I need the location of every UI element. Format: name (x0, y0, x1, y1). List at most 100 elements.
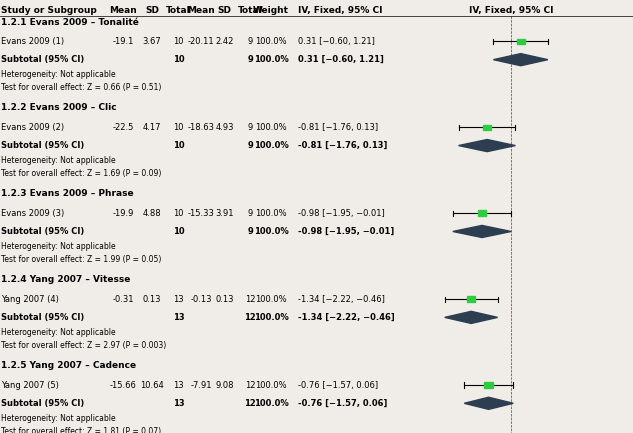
Text: -7.91: -7.91 (191, 381, 212, 390)
Text: Study or Subgroup: Study or Subgroup (1, 6, 97, 15)
Text: Total: Total (166, 6, 191, 15)
Text: Heterogeneity: Not applicable: Heterogeneity: Not applicable (1, 70, 116, 79)
Text: 0.31 [−0.60, 1.21]: 0.31 [−0.60, 1.21] (298, 55, 384, 64)
Text: 9: 9 (247, 141, 253, 150)
Text: 1.2.5 Yang 2007 – Cadence: 1.2.5 Yang 2007 – Cadence (1, 361, 136, 370)
Text: -0.81 [−1.76, 0.13]: -0.81 [−1.76, 0.13] (298, 123, 378, 132)
Text: Weight: Weight (253, 6, 289, 15)
Text: -0.98 [−1.95, −0.01]: -0.98 [−1.95, −0.01] (298, 209, 384, 218)
Text: 100.0%: 100.0% (255, 381, 287, 390)
Bar (478, 210, 486, 216)
Text: Evans 2009 (1): Evans 2009 (1) (1, 37, 65, 46)
Text: 10.64: 10.64 (140, 381, 164, 390)
Text: -19.1: -19.1 (113, 37, 134, 46)
Text: 9.08: 9.08 (215, 381, 234, 390)
Polygon shape (464, 397, 513, 409)
Text: -20.11: -20.11 (188, 37, 215, 46)
Text: 1.2.4 Yang 2007 – Vitesse: 1.2.4 Yang 2007 – Vitesse (1, 275, 130, 284)
Text: 100.0%: 100.0% (254, 313, 288, 322)
Text: 10: 10 (173, 141, 184, 150)
Text: 10: 10 (173, 209, 184, 218)
Text: Test for overall effect: Z = 1.99 (P = 0.05): Test for overall effect: Z = 1.99 (P = 0… (1, 255, 161, 264)
Text: -0.98 [−1.95, −0.01]: -0.98 [−1.95, −0.01] (298, 227, 394, 236)
Text: 100.0%: 100.0% (254, 227, 288, 236)
Text: -1.34 [−2.22, −0.46]: -1.34 [−2.22, −0.46] (298, 313, 394, 322)
Text: 0.13: 0.13 (142, 294, 161, 304)
Bar (467, 296, 475, 302)
Text: 13: 13 (173, 313, 184, 322)
Text: 100.0%: 100.0% (254, 55, 288, 64)
Text: Mean: Mean (187, 6, 215, 15)
Polygon shape (458, 139, 515, 152)
Text: Subtotal (95% CI): Subtotal (95% CI) (1, 227, 85, 236)
Text: -0.76 [−1.57, 0.06]: -0.76 [−1.57, 0.06] (298, 399, 387, 408)
Text: Yang 2007 (5): Yang 2007 (5) (1, 381, 59, 390)
Text: 1.2.3 Evans 2009 – Phrase: 1.2.3 Evans 2009 – Phrase (1, 189, 134, 198)
Text: Subtotal (95% CI): Subtotal (95% CI) (1, 141, 85, 150)
Polygon shape (453, 226, 511, 238)
Text: Evans 2009 (2): Evans 2009 (2) (1, 123, 65, 132)
Text: 100.0%: 100.0% (254, 399, 288, 408)
Text: Subtotal (95% CI): Subtotal (95% CI) (1, 313, 85, 322)
Text: Test for overall effect: Z = 2.97 (P = 0.003): Test for overall effect: Z = 2.97 (P = 0… (1, 341, 166, 350)
Bar (483, 125, 491, 130)
Text: 10: 10 (173, 37, 184, 46)
Text: 1.2.2 Evans 2009 – Clic: 1.2.2 Evans 2009 – Clic (1, 103, 117, 113)
Text: 12: 12 (244, 313, 256, 322)
Text: Heterogeneity: Not applicable: Heterogeneity: Not applicable (1, 242, 116, 251)
Text: -15.33: -15.33 (188, 209, 215, 218)
Text: -0.81 [−1.76, 0.13]: -0.81 [−1.76, 0.13] (298, 141, 387, 150)
Text: 10: 10 (173, 123, 184, 132)
Text: 10: 10 (173, 227, 184, 236)
Text: -18.63: -18.63 (188, 123, 215, 132)
Text: SD: SD (145, 6, 159, 15)
Text: 4.88: 4.88 (142, 209, 161, 218)
Text: 3.67: 3.67 (142, 37, 161, 46)
Text: Test for overall effect: Z = 0.66 (P = 0.51): Test for overall effect: Z = 0.66 (P = 0… (1, 84, 161, 92)
Bar (484, 382, 492, 388)
Text: Total: Total (237, 6, 263, 15)
Text: -15.66: -15.66 (110, 381, 137, 390)
Text: -0.76 [−1.57, 0.06]: -0.76 [−1.57, 0.06] (298, 381, 378, 390)
Text: 12: 12 (244, 399, 256, 408)
Text: Evans 2009 (3): Evans 2009 (3) (1, 209, 65, 218)
Text: 4.93: 4.93 (215, 123, 234, 132)
Text: 3.91: 3.91 (215, 209, 234, 218)
Text: 2.42: 2.42 (215, 37, 234, 46)
Text: Heterogeneity: Not applicable: Heterogeneity: Not applicable (1, 156, 116, 165)
Text: Mean: Mean (110, 6, 137, 15)
Text: -1.34 [−2.22, −0.46]: -1.34 [−2.22, −0.46] (298, 294, 384, 304)
Text: -0.31: -0.31 (113, 294, 134, 304)
Text: -19.9: -19.9 (113, 209, 134, 218)
Text: 13: 13 (173, 381, 184, 390)
Text: 9: 9 (247, 55, 253, 64)
Text: Heterogeneity: Not applicable: Heterogeneity: Not applicable (1, 328, 116, 336)
Text: 100.0%: 100.0% (255, 209, 287, 218)
Text: 100.0%: 100.0% (255, 123, 287, 132)
Text: 1.2.1 Evans 2009 – Tonalité: 1.2.1 Evans 2009 – Tonalité (1, 18, 139, 26)
Polygon shape (445, 311, 498, 323)
Text: 100.0%: 100.0% (255, 37, 287, 46)
Text: 4.17: 4.17 (142, 123, 161, 132)
Text: 13: 13 (173, 399, 184, 408)
Text: -0.13: -0.13 (191, 294, 212, 304)
Text: 10: 10 (173, 55, 184, 64)
Text: SD: SD (218, 6, 232, 15)
Text: 9: 9 (247, 227, 253, 236)
Text: IV, Fixed, 95% CI: IV, Fixed, 95% CI (469, 6, 554, 15)
Bar (517, 39, 525, 44)
Text: 9: 9 (248, 209, 253, 218)
Text: 12: 12 (245, 294, 255, 304)
Text: IV, Fixed, 95% CI: IV, Fixed, 95% CI (298, 6, 382, 15)
Text: 100.0%: 100.0% (255, 294, 287, 304)
Text: 13: 13 (173, 294, 184, 304)
Text: Subtotal (95% CI): Subtotal (95% CI) (1, 55, 85, 64)
Text: 0.13: 0.13 (215, 294, 234, 304)
Polygon shape (494, 54, 548, 66)
Text: 9: 9 (248, 37, 253, 46)
Text: 9: 9 (248, 123, 253, 132)
Text: 12: 12 (245, 381, 255, 390)
Text: Yang 2007 (4): Yang 2007 (4) (1, 294, 59, 304)
Text: Heterogeneity: Not applicable: Heterogeneity: Not applicable (1, 414, 116, 423)
Text: 100.0%: 100.0% (254, 141, 288, 150)
